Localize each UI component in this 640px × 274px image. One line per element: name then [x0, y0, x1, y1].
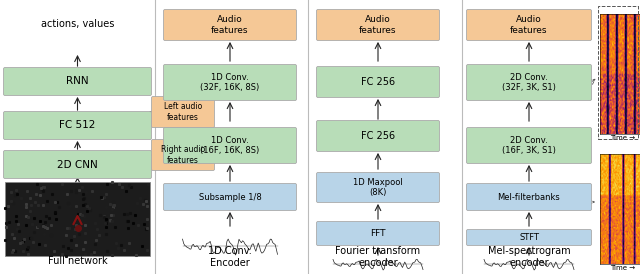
FancyBboxPatch shape — [317, 67, 440, 98]
Text: 1D Conv.
(32F, 16K, 8S): 1D Conv. (32F, 16K, 8S) — [200, 73, 260, 92]
Text: 2D Conv.
(16F, 3K, S1): 2D Conv. (16F, 3K, S1) — [502, 136, 556, 155]
FancyBboxPatch shape — [3, 67, 152, 96]
Text: Audio
features: Audio features — [211, 15, 249, 35]
Text: Mel-filterbanks: Mel-filterbanks — [498, 193, 561, 201]
FancyBboxPatch shape — [317, 221, 440, 246]
FancyBboxPatch shape — [467, 64, 591, 101]
FancyBboxPatch shape — [163, 127, 296, 164]
FancyBboxPatch shape — [317, 173, 440, 202]
Text: actions, values: actions, values — [41, 19, 114, 29]
FancyBboxPatch shape — [163, 184, 296, 210]
Text: 1D Conv.
(16F, 16K, 8S): 1D Conv. (16F, 16K, 8S) — [200, 136, 260, 155]
Text: RNN: RNN — [66, 76, 89, 87]
FancyBboxPatch shape — [467, 127, 591, 164]
FancyBboxPatch shape — [317, 121, 440, 152]
FancyBboxPatch shape — [152, 96, 214, 127]
Text: Subsample 1/8: Subsample 1/8 — [198, 193, 261, 201]
Text: Audio
features: Audio features — [510, 15, 548, 35]
FancyBboxPatch shape — [3, 150, 152, 178]
X-axis label: Time →: Time → — [610, 266, 635, 271]
Text: STFT: STFT — [519, 233, 539, 242]
Text: Audio
features: Audio features — [359, 15, 397, 35]
Text: Mel-spectrogram
encoder: Mel-spectrogram encoder — [488, 246, 570, 268]
X-axis label: Time →: Time → — [610, 135, 635, 141]
FancyBboxPatch shape — [163, 64, 296, 101]
FancyBboxPatch shape — [152, 139, 214, 170]
FancyBboxPatch shape — [467, 184, 591, 210]
Text: FC 256: FC 256 — [361, 131, 395, 141]
Text: 2D CNN: 2D CNN — [57, 159, 98, 170]
Text: Right audio
features: Right audio features — [161, 145, 205, 165]
Text: Left audio
features: Left audio features — [164, 102, 202, 122]
Text: FFT: FFT — [371, 229, 386, 238]
Text: Full network: Full network — [48, 256, 108, 266]
FancyBboxPatch shape — [163, 10, 296, 41]
Text: Fourier transform
encoder: Fourier transform encoder — [335, 246, 420, 268]
Text: FC 512: FC 512 — [60, 121, 96, 130]
Bar — [5, 182, 150, 256]
Text: 1D Maxpool
(8K): 1D Maxpool (8K) — [353, 178, 403, 197]
FancyBboxPatch shape — [467, 230, 591, 246]
Text: 2D Conv.
(32F, 3K, S1): 2D Conv. (32F, 3K, S1) — [502, 73, 556, 92]
FancyBboxPatch shape — [317, 10, 440, 41]
FancyBboxPatch shape — [3, 112, 152, 139]
FancyBboxPatch shape — [467, 10, 591, 41]
Text: FC 256: FC 256 — [361, 77, 395, 87]
Text: 1D Conv.
Encoder: 1D Conv. Encoder — [208, 246, 252, 268]
